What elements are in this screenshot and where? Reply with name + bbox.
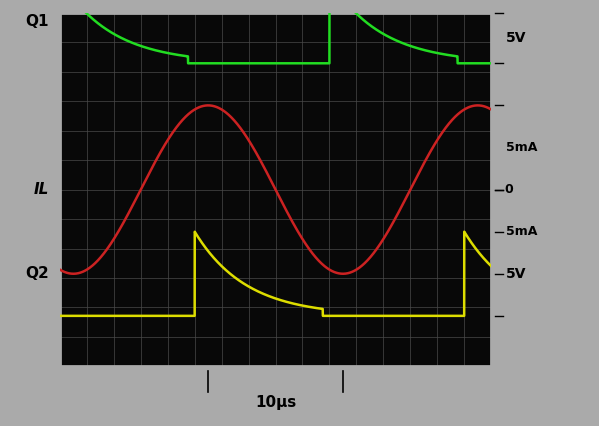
- Text: 10μs: 10μs: [255, 395, 296, 410]
- Text: 5V: 5V: [506, 267, 527, 281]
- Text: 5mA: 5mA: [506, 225, 537, 238]
- Text: 0: 0: [504, 183, 513, 196]
- Text: Q2: Q2: [25, 266, 49, 281]
- Text: 5V: 5V: [506, 31, 527, 45]
- Text: IL: IL: [34, 182, 49, 197]
- Text: Q1: Q1: [26, 14, 49, 29]
- Text: 5mA: 5mA: [506, 141, 537, 154]
